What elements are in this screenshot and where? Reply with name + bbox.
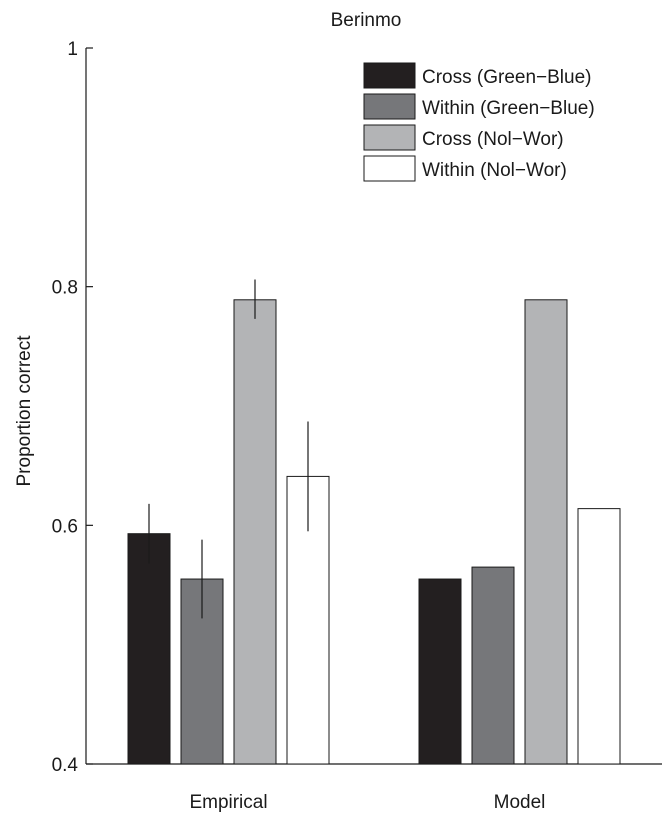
bar bbox=[233, 299, 277, 765]
y-axis-ticks: 0.4 0.6 0.8 1 bbox=[52, 39, 93, 776]
legend-label: Within (Nol−Wor) bbox=[422, 160, 567, 181]
legend-label: Cross (Nol−Wor) bbox=[422, 129, 564, 150]
y-tick-label: 0.4 bbox=[52, 755, 79, 776]
bar bbox=[127, 533, 171, 765]
bars bbox=[127, 299, 621, 765]
bar bbox=[577, 508, 621, 765]
legend-swatch bbox=[363, 93, 416, 120]
bar bbox=[524, 299, 568, 765]
error-bars bbox=[148, 279, 309, 619]
legend-label: Cross (Green−Blue) bbox=[422, 67, 591, 88]
axes bbox=[85, 48, 662, 765]
y-axis-label: Proportion correct bbox=[14, 335, 35, 487]
x-tick-label: Empirical bbox=[189, 792, 267, 813]
legend-label: Within (Green−Blue) bbox=[422, 98, 595, 119]
chart-title: Berinmo bbox=[331, 10, 402, 31]
legend-swatch bbox=[363, 62, 416, 89]
y-tick-label: 0.6 bbox=[52, 516, 78, 537]
x-axis-ticks: Empirical Model bbox=[189, 792, 545, 813]
legend-swatch bbox=[363, 155, 416, 182]
bar bbox=[471, 566, 515, 765]
y-tick-label: 1 bbox=[67, 39, 78, 60]
legend: Cross (Green−Blue) Within (Green−Blue) Cro… bbox=[363, 62, 595, 182]
bar bbox=[418, 578, 462, 765]
y-tick-label: 0.8 bbox=[52, 278, 78, 299]
legend-swatch bbox=[363, 124, 416, 151]
x-tick-label: Model bbox=[494, 792, 546, 813]
